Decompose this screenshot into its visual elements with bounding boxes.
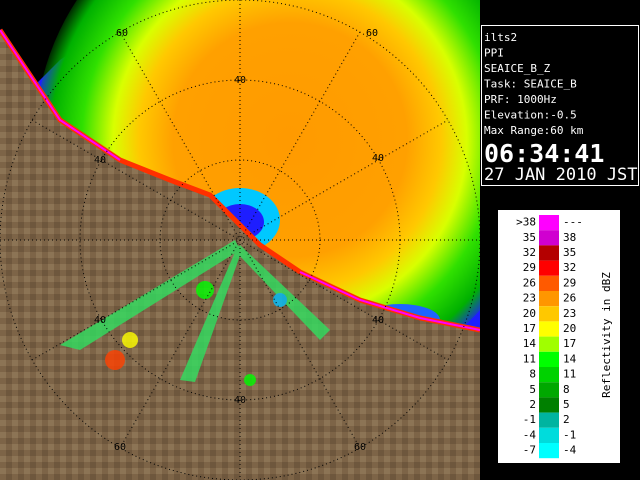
legend-high: -1 [563,428,576,441]
legend-swatch [539,306,559,322]
legend-low: 14 [523,337,537,350]
legend-low: 20 [523,307,536,320]
info-line: Task: SEAICE_B [484,78,577,91]
legend-low: 8 [529,368,536,381]
legend-swatch [539,260,559,276]
ring-label: 40 [372,153,384,164]
land-echoes [60,240,330,386]
legend-high: 35 [563,246,576,259]
legend-high: 23 [563,307,576,320]
legend-high: 20 [563,322,576,335]
ring-label: 60 [114,442,126,453]
legend-low: -4 [523,428,537,441]
legend-high: --- [563,216,583,229]
legend-swatch [539,351,559,367]
info-line: Elevation:-0.5 [484,109,577,122]
ring-label: 40 [234,75,246,86]
legend-high: -4 [563,444,577,457]
ring-label: 40 [234,395,246,406]
legend-high: 2 [563,413,570,426]
legend-low: 26 [523,276,536,289]
ring-label: 60 [366,28,378,39]
legend-high: 38 [563,231,576,244]
legend-low: 11 [523,352,536,365]
legend-swatch [539,412,559,428]
legend-swatch [539,367,559,383]
legend-high: 14 [563,352,577,365]
legend-swatch [539,382,559,398]
time: 06:34:41 [484,139,604,168]
legend-swatch [539,321,559,337]
legend-high: 26 [563,292,576,305]
legend-swatch [539,397,559,413]
legend-low: 17 [523,322,536,335]
legend-swatch [539,291,559,307]
info-text: ilts2 PPI SEAICE_B_Z Task: SEAICE_B PRF: 100… [484,31,584,137]
range-rings [0,159,480,321]
ring-label: 60 [116,28,128,39]
legend-low: >38 [516,216,536,229]
legend-low: 5 [529,383,536,396]
info-line: SEAICE_B_Z [484,62,551,75]
legend-low: 2 [529,398,536,411]
legend-low: -7 [523,444,536,457]
legend-low: 29 [523,261,536,274]
ring-label: 60 [354,442,366,453]
legend-high: 32 [563,261,576,274]
radar-image: 60 60 40 40 40 40 40 40 60 60 [0,0,480,480]
date: 27 JAN 2010 JST [484,165,638,185]
legend-low: 23 [523,292,536,305]
legend-high: 5 [563,398,570,411]
info-line: PRF: 1000Hz [484,93,557,106]
legend-swatch [539,275,559,291]
info-line: ilts2 [484,31,517,44]
legend-high: 8 [563,383,570,396]
coast-echo [0,29,121,161]
ring-label: 40 [372,315,384,326]
legend-title: Reflectivity in dBZ [600,272,613,398]
legend-swatch [539,215,559,231]
legend-swatch [539,245,559,261]
legend-swatch [539,230,559,246]
legend-swatch [539,336,559,352]
legend-swatch [539,443,559,459]
legend-swatch [539,427,559,443]
legend-low: 35 [523,231,536,244]
ring-label: 40 [94,155,106,166]
info-line: PPI [484,47,504,60]
info-line: Max Range:60 km [484,124,584,137]
info-box [481,25,639,186]
range-ring-labels: 60 60 40 40 40 40 40 40 60 60 [94,28,384,453]
legend: >38 --- 35 38 32 35 29 32 26 29 23 26 20 23 17 20 14 17 11… [516,215,583,459]
legend-low: 32 [523,246,536,259]
legend-high: 11 [563,368,576,381]
ring-label: 40 [94,315,106,326]
legend-low: -1 [523,413,536,426]
legend-high: 17 [563,337,576,350]
coast-echo [299,271,480,331]
legend-high: 29 [563,276,576,289]
